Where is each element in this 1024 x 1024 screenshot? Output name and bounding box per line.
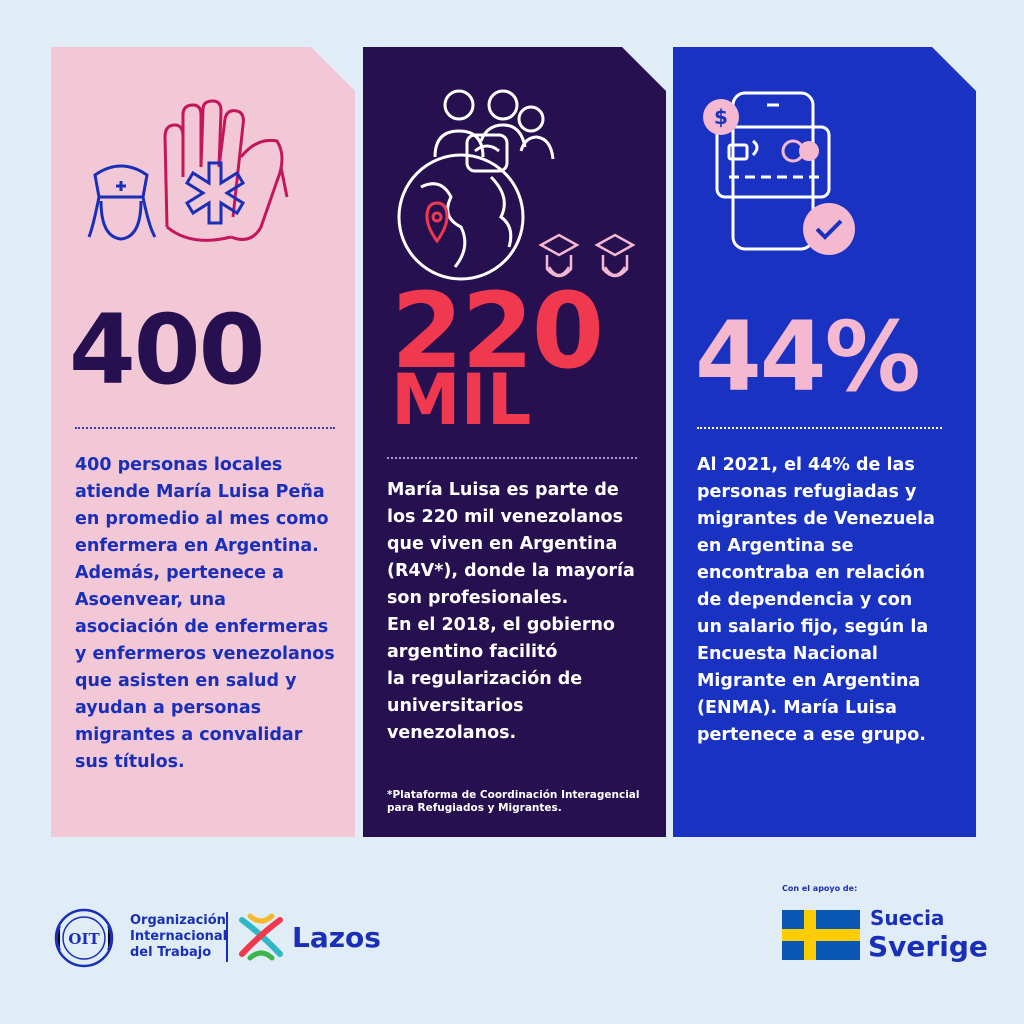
lazos-logo-icon [239, 913, 283, 961]
stat-value: 220 [391, 270, 603, 392]
sweden-flag-icon [782, 910, 860, 960]
location-pin-icon [427, 203, 447, 241]
divider [75, 427, 335, 429]
suecia-text: Suecia [870, 906, 945, 930]
globe-people-icon [391, 77, 651, 287]
stat-description: María Luisa es parte de los 220 mil vene… [387, 480, 635, 743]
oit-seal-text: OIT [68, 930, 100, 948]
phone-payment-icon: $ [693, 87, 883, 267]
svg-text:$: $ [714, 105, 728, 129]
oit-name-line3: del Trabajo [130, 945, 212, 960]
oit-name-line1: Organización [130, 913, 226, 928]
divider [387, 457, 637, 459]
stat-description: 400 personas locales atiende María Luisa… [75, 455, 335, 772]
lazos-logo-text: Lazos [292, 921, 381, 954]
stat-card-employment: $ 44% Al 2021, el 44% de las personas re… [673, 47, 976, 837]
graduate-icon [541, 235, 633, 276]
dollar-icon: $ [703, 99, 739, 135]
stat-value: 400 [69, 294, 264, 406]
divider [697, 427, 942, 429]
medical-star-icon [187, 163, 243, 223]
sverige-text: Sverige [868, 930, 988, 963]
oit-logo-icon: OIT [54, 908, 114, 968]
stat-card-nurses: 400 400 personas locales atiende María L… [51, 47, 355, 837]
stat-description: Al 2021, el 44% de las personas refugiad… [697, 455, 935, 745]
stat-unit: MIL [391, 359, 532, 441]
check-icon [803, 203, 855, 255]
nurse-hands-icon [81, 97, 301, 247]
nurse-icon [89, 166, 155, 239]
hands-medical-icon [165, 101, 287, 240]
footnote: *Plataforma de Coordinación Interagencia… [387, 789, 640, 814]
logo-separator [226, 912, 228, 962]
stat-card-venezuelans: 220 MIL María Luisa es parte de los 220 … [363, 47, 666, 837]
support-label: Con el apoyo de: [782, 884, 858, 893]
stat-value: 44% [695, 301, 919, 413]
oit-name-line2: Internacional [130, 929, 228, 944]
